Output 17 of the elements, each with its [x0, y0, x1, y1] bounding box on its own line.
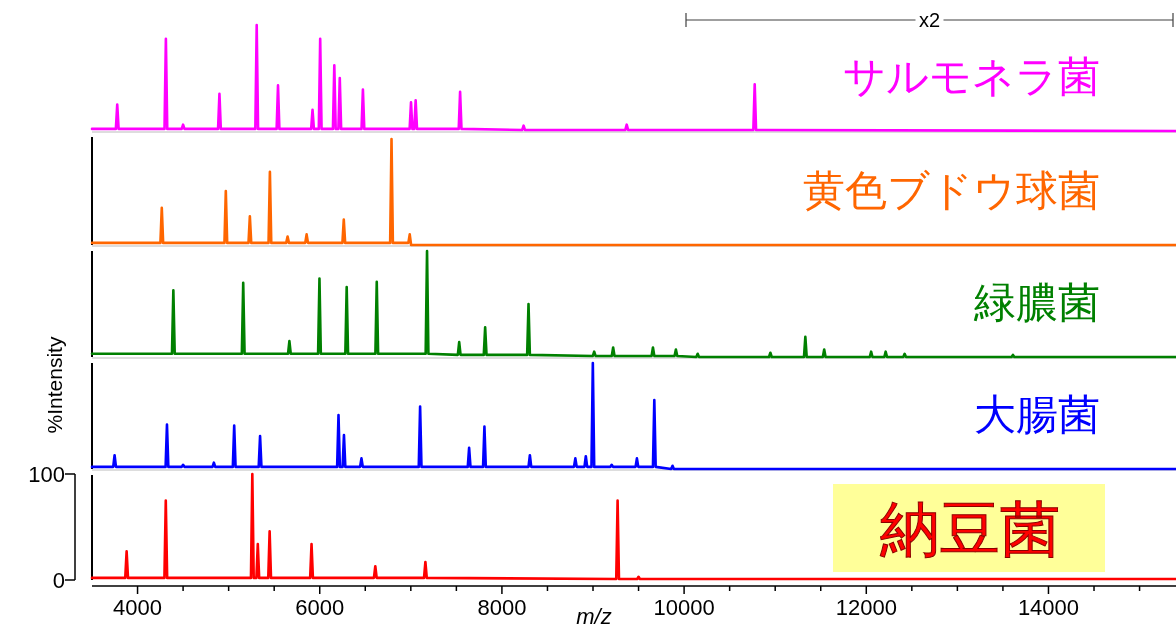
series-label: 黄色ブドウ球菌 [803, 167, 1100, 214]
x-tick-label: 14000 [1017, 595, 1080, 620]
series-label: 納豆菌 [880, 496, 1060, 563]
series-label: 緑膿菌 [973, 279, 1100, 326]
x-tick-label: 10000 [653, 595, 715, 620]
x-tick-label: 6000 [295, 595, 345, 620]
x-tick-label: 8000 [477, 595, 527, 620]
y-tick-label: 0 [52, 568, 65, 593]
series-label: サルモネラ菌 [843, 53, 1100, 100]
line-series [90, 472, 1176, 581]
x-tick-label: 4000 [113, 595, 163, 620]
x-axis-title: m/z [576, 604, 612, 627]
series-label: 大腸菌 [974, 391, 1100, 438]
annotation: x2 [918, 9, 941, 31]
x-tick-label: 12000 [835, 595, 897, 620]
y-axis-title: %Intensity [43, 336, 66, 434]
y-tick-label: 100 [28, 462, 65, 487]
